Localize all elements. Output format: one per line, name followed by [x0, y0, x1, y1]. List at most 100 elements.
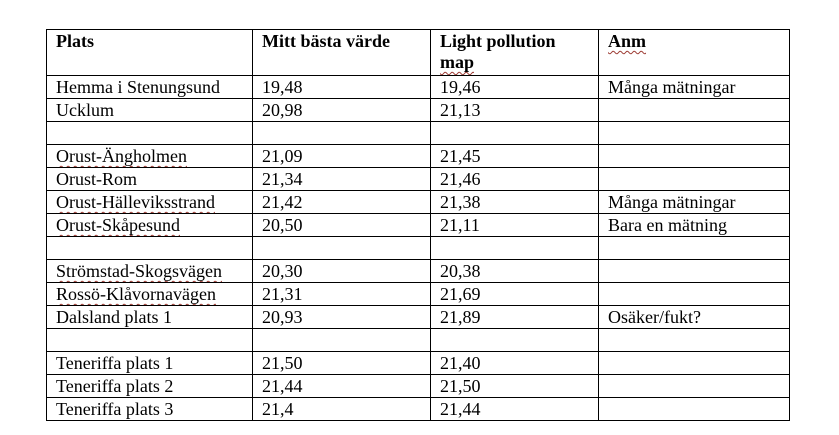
cell-light-pollution-map	[430, 236, 599, 260]
cell-text: 21,44	[262, 376, 303, 396]
cell-text: Dalsland plats 1	[56, 307, 172, 327]
cell-text: 20,30	[262, 261, 303, 281]
cell-anm	[598, 144, 790, 168]
table-row-empty	[46, 328, 790, 352]
cell-text: Bara en mätning	[608, 215, 727, 235]
cell-mitt-basta-varde: 21,34	[252, 167, 431, 191]
cell-mitt-basta-varde: 21,44	[252, 374, 431, 398]
cell-light-pollution-map: 21,11	[430, 213, 599, 237]
table-row-empty	[46, 121, 790, 145]
table-row-empty	[46, 236, 790, 260]
cell-text: 20,38	[440, 261, 481, 281]
cell-text: Teneriffa plats 3	[56, 399, 174, 419]
cell-anm: Bara en mätning	[598, 213, 790, 237]
cell-text: 20,98	[262, 100, 303, 120]
cell-text: 20,50	[262, 215, 303, 235]
cell-text-misspelled: Orust-Hälleviksstrand	[56, 192, 215, 212]
measurements-table: Plats Mitt bästa värde Light pollution ma…	[46, 29, 790, 421]
cell-text: 21,42	[262, 192, 303, 212]
cell-mitt-basta-varde: 21,50	[252, 351, 431, 375]
cell-mitt-basta-varde: 21,42	[252, 190, 431, 214]
table-row: Strömstad-Skogsvägen 20,30 20,38	[46, 259, 790, 283]
cell-mitt-basta-varde: 21,31	[252, 282, 431, 306]
cell-light-pollution-map: 21,46	[430, 167, 599, 191]
header-row: Plats Mitt bästa värde Light pollution ma…	[46, 29, 790, 76]
column-header-plats: Plats	[46, 29, 253, 76]
cell-text: Många mätningar	[608, 77, 736, 97]
cell-text: 21,11	[440, 215, 480, 235]
table-row: Teneriffa plats 3 21,4 21,44	[46, 397, 790, 421]
table-row: Dalsland plats 1 20,93 21,89 Osäker/fukt…	[46, 305, 790, 329]
table-row: Hemma i Stenungsund 19,48 19,46 Många mä…	[46, 75, 790, 99]
table-row: Ucklum 20,98 21,13	[46, 98, 790, 122]
cell-text-misspelled: Rossö-Klåvornavägen	[56, 284, 216, 304]
cell-text: 21,44	[440, 399, 481, 419]
table-row: Orust-Hälleviksstrand 21,42 21,38 Många …	[46, 190, 790, 214]
cell-plats: Orust-Hälleviksstrand	[46, 190, 253, 214]
cell-text: 21,69	[440, 284, 481, 304]
cell-text: 21,45	[440, 146, 481, 166]
cell-light-pollution-map: 21,44	[430, 397, 599, 421]
cell-plats	[46, 328, 253, 352]
column-header-light-pollution-map: Light pollution map	[430, 29, 599, 76]
cell-anm	[598, 397, 790, 421]
table-row: Rossö-Klåvornavägen 21,31 21,69	[46, 282, 790, 306]
cell-mitt-basta-varde: 20,93	[252, 305, 431, 329]
cell-text: Ucklum	[56, 100, 114, 120]
cell-text: 21,4	[262, 399, 294, 419]
cell-anm	[598, 328, 790, 352]
cell-text: Hemma i Stenungsund	[56, 77, 220, 97]
table-row: Teneriffa plats 1 21,50 21,40	[46, 351, 790, 375]
cell-mitt-basta-varde: 20,50	[252, 213, 431, 237]
cell-mitt-basta-varde	[252, 236, 431, 260]
header-text: Plats	[56, 31, 94, 51]
cell-plats: Teneriffa plats 3	[46, 397, 253, 421]
cell-mitt-basta-varde: 20,30	[252, 259, 431, 283]
cell-anm: Många mätningar	[598, 190, 790, 214]
cell-light-pollution-map: 21,13	[430, 98, 599, 122]
cell-mitt-basta-varde: 19,48	[252, 75, 431, 99]
cell-text-misspelled: Strömstad-Skogsvägen	[56, 261, 222, 281]
cell-light-pollution-map: 21,89	[430, 305, 599, 329]
cell-mitt-basta-varde: 21,4	[252, 397, 431, 421]
cell-anm	[598, 351, 790, 375]
cell-light-pollution-map: 19,46	[430, 75, 599, 99]
cell-plats	[46, 121, 253, 145]
cell-anm	[598, 282, 790, 306]
cell-plats: Teneriffa plats 1	[46, 351, 253, 375]
cell-plats: Ucklum	[46, 98, 253, 122]
cell-plats: Orust-Rom	[46, 167, 253, 191]
cell-text: Teneriffa plats 2	[56, 376, 174, 396]
cell-mitt-basta-varde	[252, 121, 431, 145]
header-text: Mitt bästa värde	[262, 31, 390, 51]
cell-text: 21,40	[440, 353, 481, 373]
cell-plats: Rossö-Klåvornavägen	[46, 282, 253, 306]
cell-text: 21,09	[262, 146, 303, 166]
header-text: Light pollution	[440, 31, 556, 51]
cell-anm	[598, 167, 790, 191]
cell-text: 21,34	[262, 169, 303, 189]
cell-text: 21,38	[440, 192, 481, 212]
cell-light-pollution-map: 21,40	[430, 351, 599, 375]
cell-mitt-basta-varde	[252, 328, 431, 352]
table-row: Orust-Rom 21,34 21,46	[46, 167, 790, 191]
cell-plats: Teneriffa plats 2	[46, 374, 253, 398]
cell-text: 20,93	[262, 307, 303, 327]
cell-anm	[598, 121, 790, 145]
cell-plats: Dalsland plats 1	[46, 305, 253, 329]
cell-anm	[598, 374, 790, 398]
cell-text: Teneriffa plats 1	[56, 353, 174, 373]
cell-light-pollution-map: 21,69	[430, 282, 599, 306]
header-text-misspelled: map	[440, 52, 475, 72]
cell-light-pollution-map: 21,45	[430, 144, 599, 168]
cell-text: Osäker/fukt?	[608, 307, 701, 327]
cell-plats	[46, 236, 253, 260]
cell-anm	[598, 236, 790, 260]
cell-light-pollution-map: 21,50	[430, 374, 599, 398]
column-header-mitt-basta-varde: Mitt bästa värde	[252, 29, 431, 76]
cell-light-pollution-map: 20,38	[430, 259, 599, 283]
cell-text: 19,48	[262, 77, 303, 97]
table-row: Orust-Skåpesund 20,50 21,11 Bara en mätn…	[46, 213, 790, 237]
cell-anm	[598, 98, 790, 122]
